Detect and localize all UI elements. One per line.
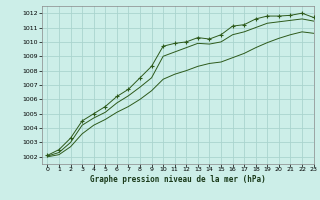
X-axis label: Graphe pression niveau de la mer (hPa): Graphe pression niveau de la mer (hPa) [90, 175, 266, 184]
